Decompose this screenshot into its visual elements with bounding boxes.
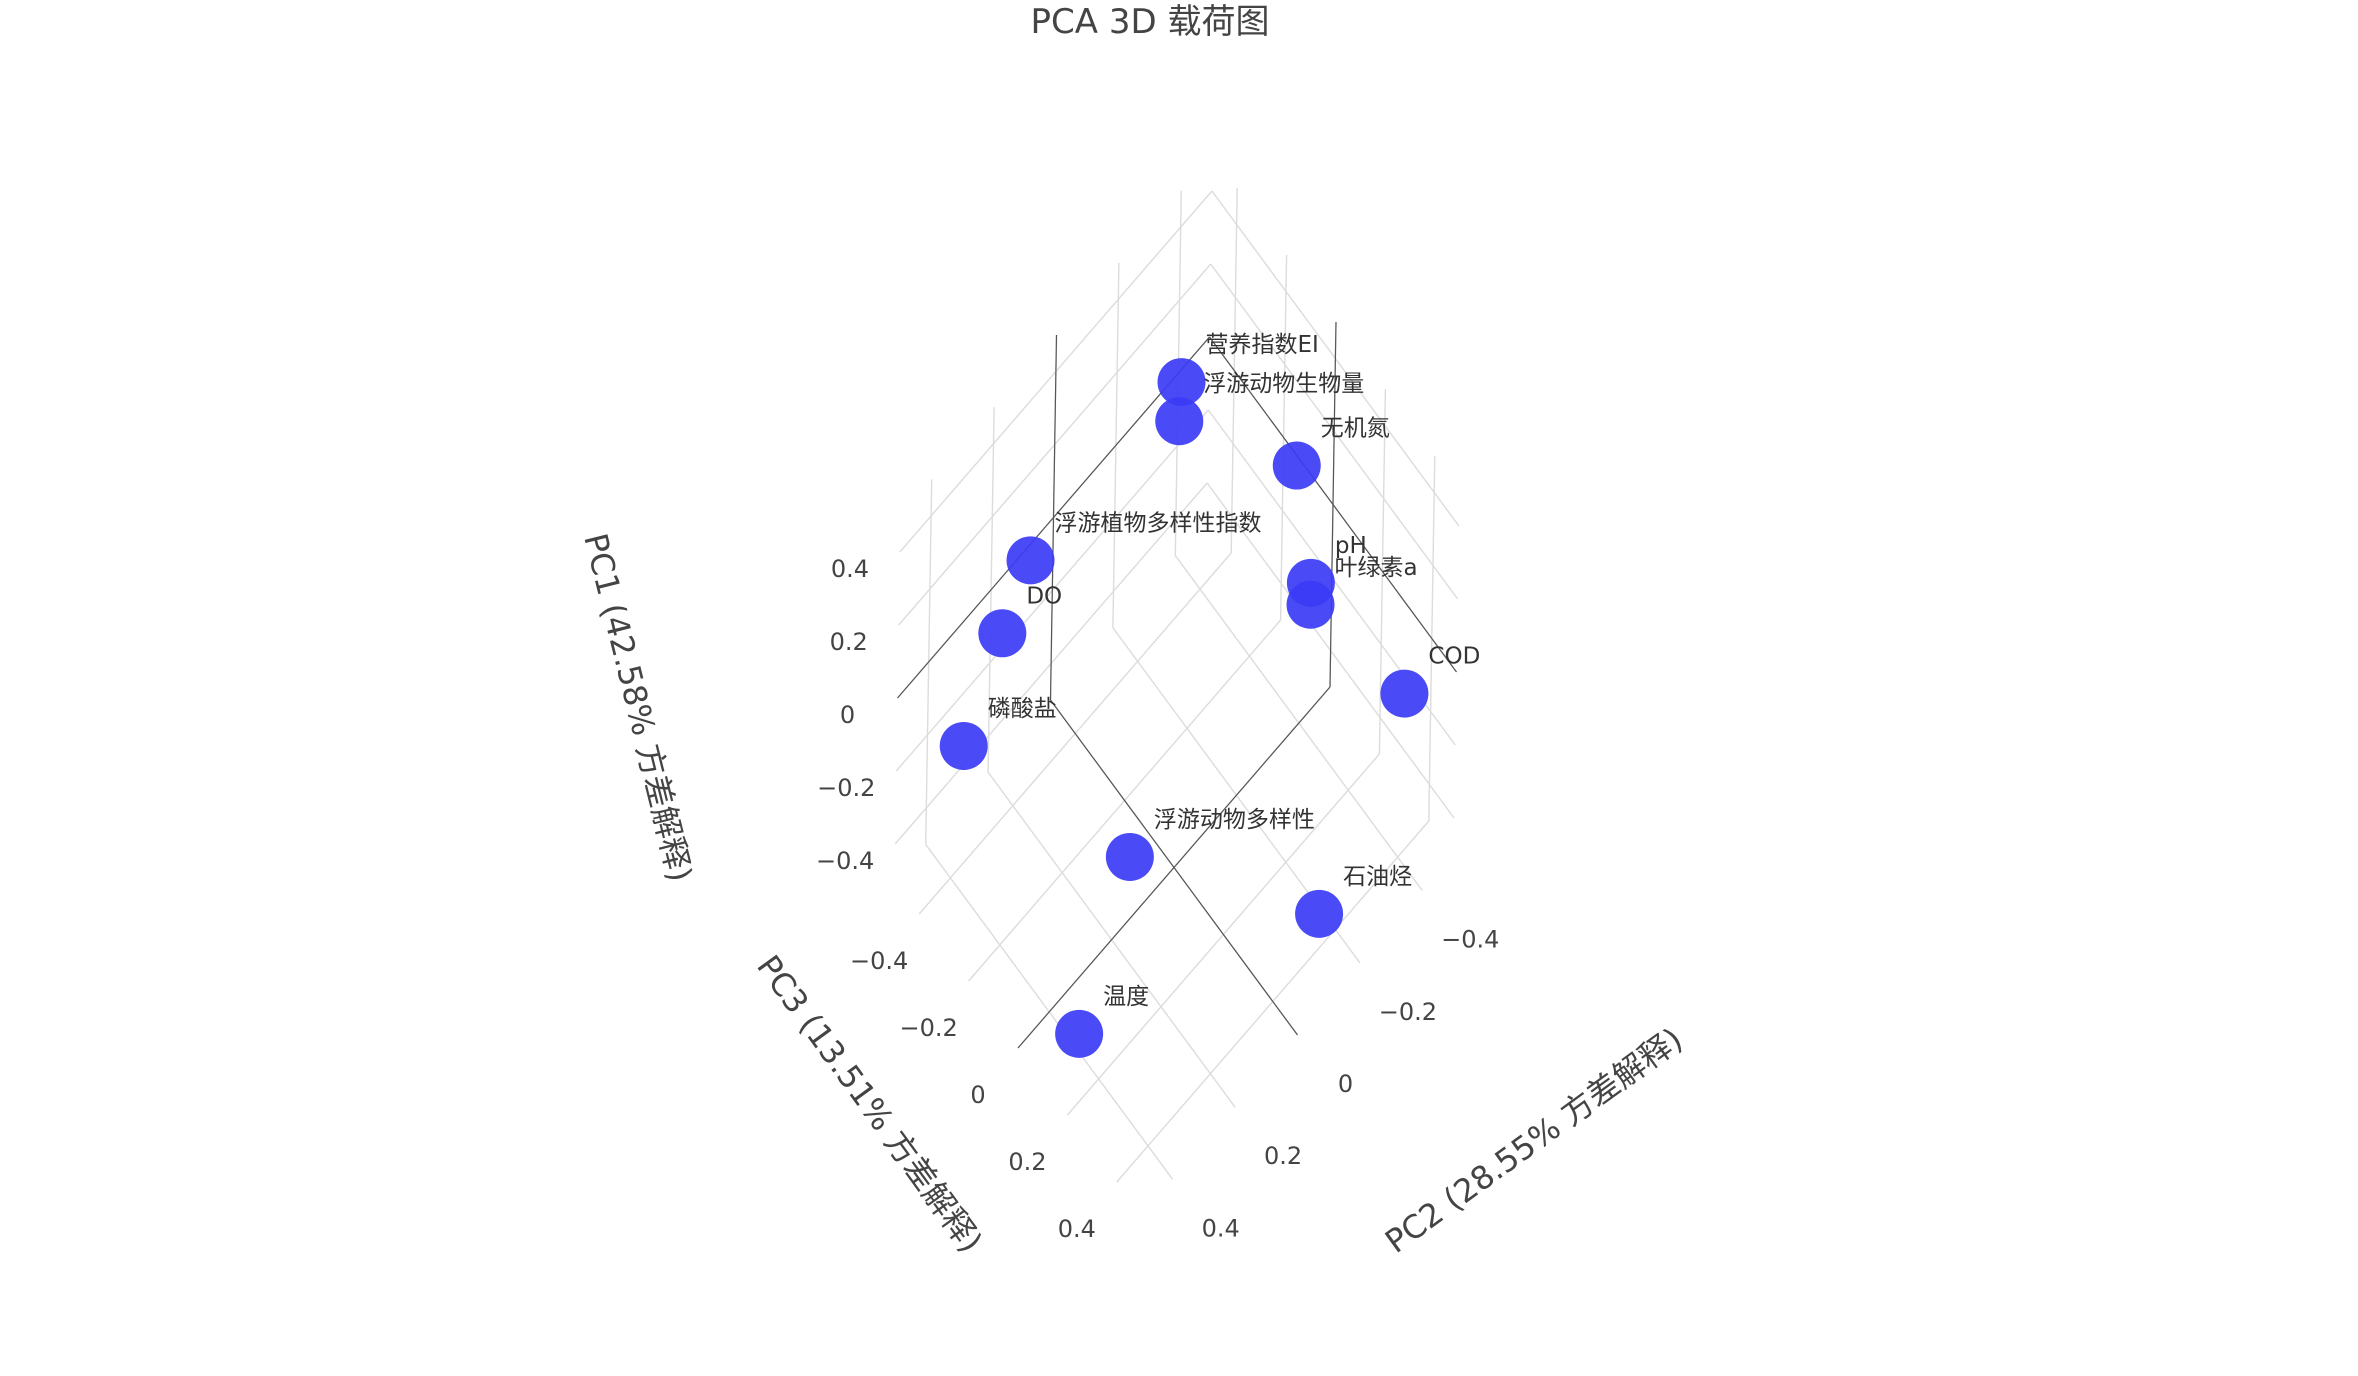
y-axis-title: PC3 (13.51% 方差解释)	[749, 948, 990, 1259]
data-point-label: DO	[1026, 583, 1062, 609]
data-points	[939, 358, 1429, 1058]
y-tick-label: 0.4	[1058, 1215, 1096, 1243]
x-tick-label: −0.2	[1379, 998, 1437, 1026]
x-tick-label: −0.4	[1441, 926, 1499, 954]
z-tick-label: 0.2	[830, 628, 868, 656]
x-tick-label: 0.4	[1202, 1214, 1240, 1242]
y-tick-label: −0.2	[899, 1014, 957, 1042]
data-point-label: 浮游植物多样性指数	[1055, 510, 1262, 536]
z-tick-label: −0.4	[816, 847, 874, 875]
data-point-label: 浮游动物生物量	[1203, 371, 1364, 397]
grid-lines	[894, 187, 1460, 1183]
data-point[interactable]	[1157, 358, 1206, 407]
data-point[interactable]	[1295, 889, 1344, 938]
z-tick-label: 0.4	[831, 555, 869, 583]
data-point-label: 叶绿素a	[1335, 555, 1418, 581]
x-tick-label: 0	[1338, 1070, 1353, 1098]
data-point-label: COD	[1428, 644, 1480, 670]
data-point[interactable]	[1105, 832, 1154, 881]
z-tick-label: 0	[840, 701, 855, 729]
data-point[interactable]	[939, 721, 988, 770]
y-tick-label: 0.2	[1008, 1148, 1046, 1176]
tick-labels: −0.4 −0.2 0 0.2 0.4 −0.4 −0.2 0 0.2 0.4 −0.4 −0.2 0 0…	[816, 555, 1499, 1243]
data-point[interactable]	[1272, 441, 1321, 490]
z-axis-title: PC1 (42.58% 方差解释)	[576, 530, 699, 886]
data-point-label: 浮游动物多样性	[1154, 807, 1315, 833]
data-point-label: 无机氮	[1321, 416, 1390, 442]
y-tick-label: 0	[970, 1081, 985, 1109]
data-point-label: 温度	[1103, 984, 1149, 1010]
data-point[interactable]	[1155, 397, 1204, 446]
z-tick-label: −0.2	[817, 774, 875, 802]
x-axis-title: PC2 (28.55% 方差解释)	[1378, 1020, 1689, 1261]
y-tick-label: −0.4	[850, 947, 908, 975]
zero-line	[1049, 334, 1058, 701]
data-point[interactable]	[978, 609, 1027, 658]
data-point-label: 磷酸盐	[988, 696, 1057, 722]
data-point-label: pH	[1335, 533, 1367, 559]
chart-title: PCA 3D 载荷图	[1030, 2, 1270, 42]
axis-titles: PC2 (28.55% 方差解释) PC3 (13.51% 方差解释) PC1 (4…	[576, 530, 1689, 1261]
data-point[interactable]	[1380, 669, 1429, 718]
x-tick-label: 0.2	[1264, 1142, 1302, 1170]
data-point-label: 营养指数EI	[1206, 332, 1319, 358]
data-point[interactable]	[1286, 580, 1335, 629]
data-point[interactable]	[1055, 1009, 1104, 1058]
data-point[interactable]	[1006, 536, 1055, 585]
zero-line	[1209, 336, 1457, 673]
data-point-label: 石油烃	[1343, 864, 1412, 890]
zero-line	[1017, 686, 1331, 1049]
